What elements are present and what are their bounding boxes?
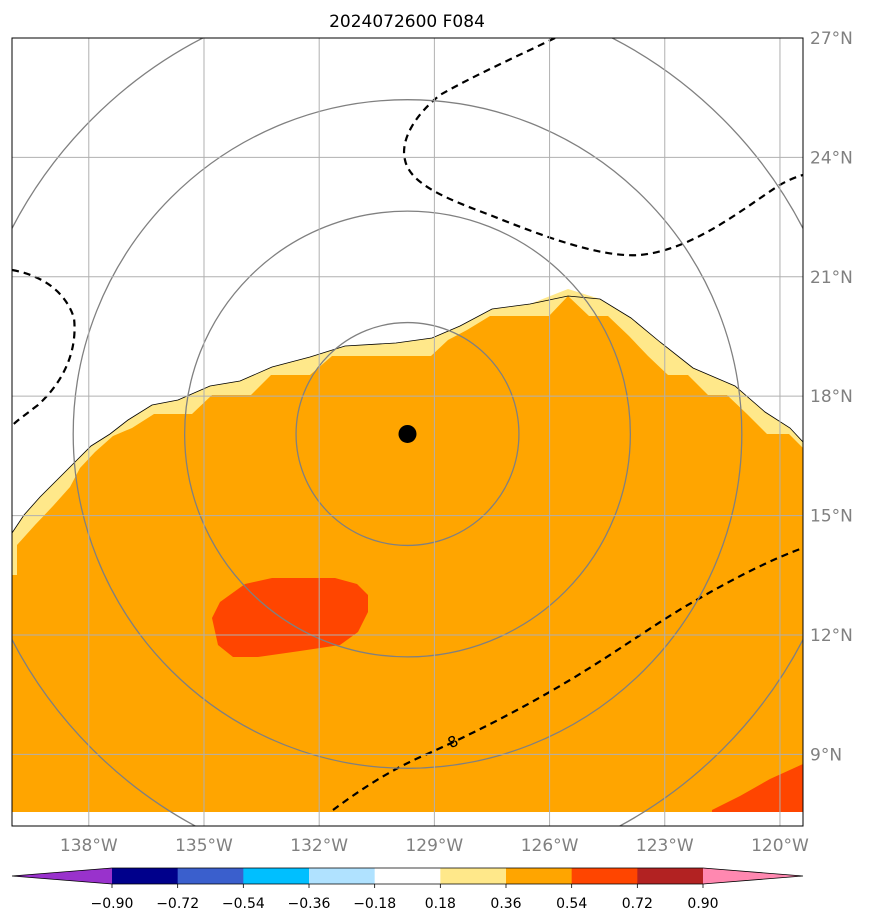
- latitude-labels: 9°N 12°N 15°N 18°N 21°N 24°N 27°N: [810, 29, 853, 765]
- colorbar-extend-high: [703, 868, 803, 884]
- contour-west: [12, 268, 76, 427]
- colorbar-extend-low: [12, 868, 112, 884]
- latitude-label: 18°N: [810, 387, 853, 407]
- colorbar-tick-label: −0.54: [222, 896, 265, 912]
- latitude-label: 9°N: [810, 745, 842, 765]
- field-edge-line: [12, 295, 803, 534]
- field-orange-region: [12, 296, 803, 812]
- colorbar-segment: [571, 868, 638, 884]
- longitude-label: 129°W: [405, 836, 463, 856]
- longitude-label: 132°W: [290, 836, 348, 856]
- longitude-label: 123°W: [636, 836, 694, 856]
- colorbar-tick-label: −0.36: [288, 896, 331, 912]
- longitude-label: 120°W: [751, 836, 809, 856]
- colorbar-tick-label: −0.72: [156, 896, 199, 912]
- contour-north: [402, 38, 803, 257]
- colorbar-tick-label: 0.90: [687, 896, 718, 912]
- colorbar-tick-label: 0.72: [622, 896, 653, 912]
- colorbar-segment: [506, 868, 573, 884]
- colorbar-tick-label: 0.18: [425, 896, 456, 912]
- colorbar-tick-label: −0.90: [91, 896, 134, 912]
- colorbar-segment: [440, 868, 507, 884]
- longitude-label: 135°W: [175, 836, 233, 856]
- map-title: 2024072600 F084: [329, 12, 485, 32]
- colorbar-tick-label: 0.36: [490, 896, 521, 912]
- longitude-labels: 138°W 135°W 132°W 129°W 126°W 123°W 120°W: [60, 836, 809, 856]
- latitude-label: 24°N: [810, 148, 853, 168]
- contour-southeast: [332, 546, 803, 811]
- colorbar-tick-label: −0.18: [353, 896, 396, 912]
- colorbar-segment: [243, 868, 310, 884]
- colorbar-segment: [374, 868, 441, 884]
- longitude-label: 138°W: [60, 836, 118, 856]
- colorbar-segment: [637, 868, 704, 884]
- storm-center-marker: [398, 424, 417, 443]
- colorbar-tick-label: 0.54: [556, 896, 587, 912]
- latitude-label: 15°N: [810, 507, 853, 527]
- range-ring-3: [72, 99, 743, 769]
- latitude-label: 21°N: [810, 268, 853, 288]
- colorbar-segment: [112, 868, 179, 884]
- range-ring-2: [183, 210, 632, 658]
- latitude-label: 12°N: [810, 626, 853, 646]
- range-ring-1: [295, 321, 520, 547]
- longitude-label: 126°W: [521, 836, 579, 856]
- range-rings: [12, 38, 803, 826]
- field-red-patch-west: [212, 578, 368, 657]
- map-frame: [11, 37, 804, 827]
- latitude-label: 27°N: [810, 29, 853, 49]
- colorbar-segment: [309, 868, 376, 884]
- colorbar: −0.90 −0.72 −0.54 −0.36 −0.18 0.18 0.36 0.54 0.7…: [11, 867, 804, 912]
- graticule: [12, 38, 803, 826]
- map-area: 8: [12, 38, 803, 826]
- colorbar-segment: [177, 868, 244, 884]
